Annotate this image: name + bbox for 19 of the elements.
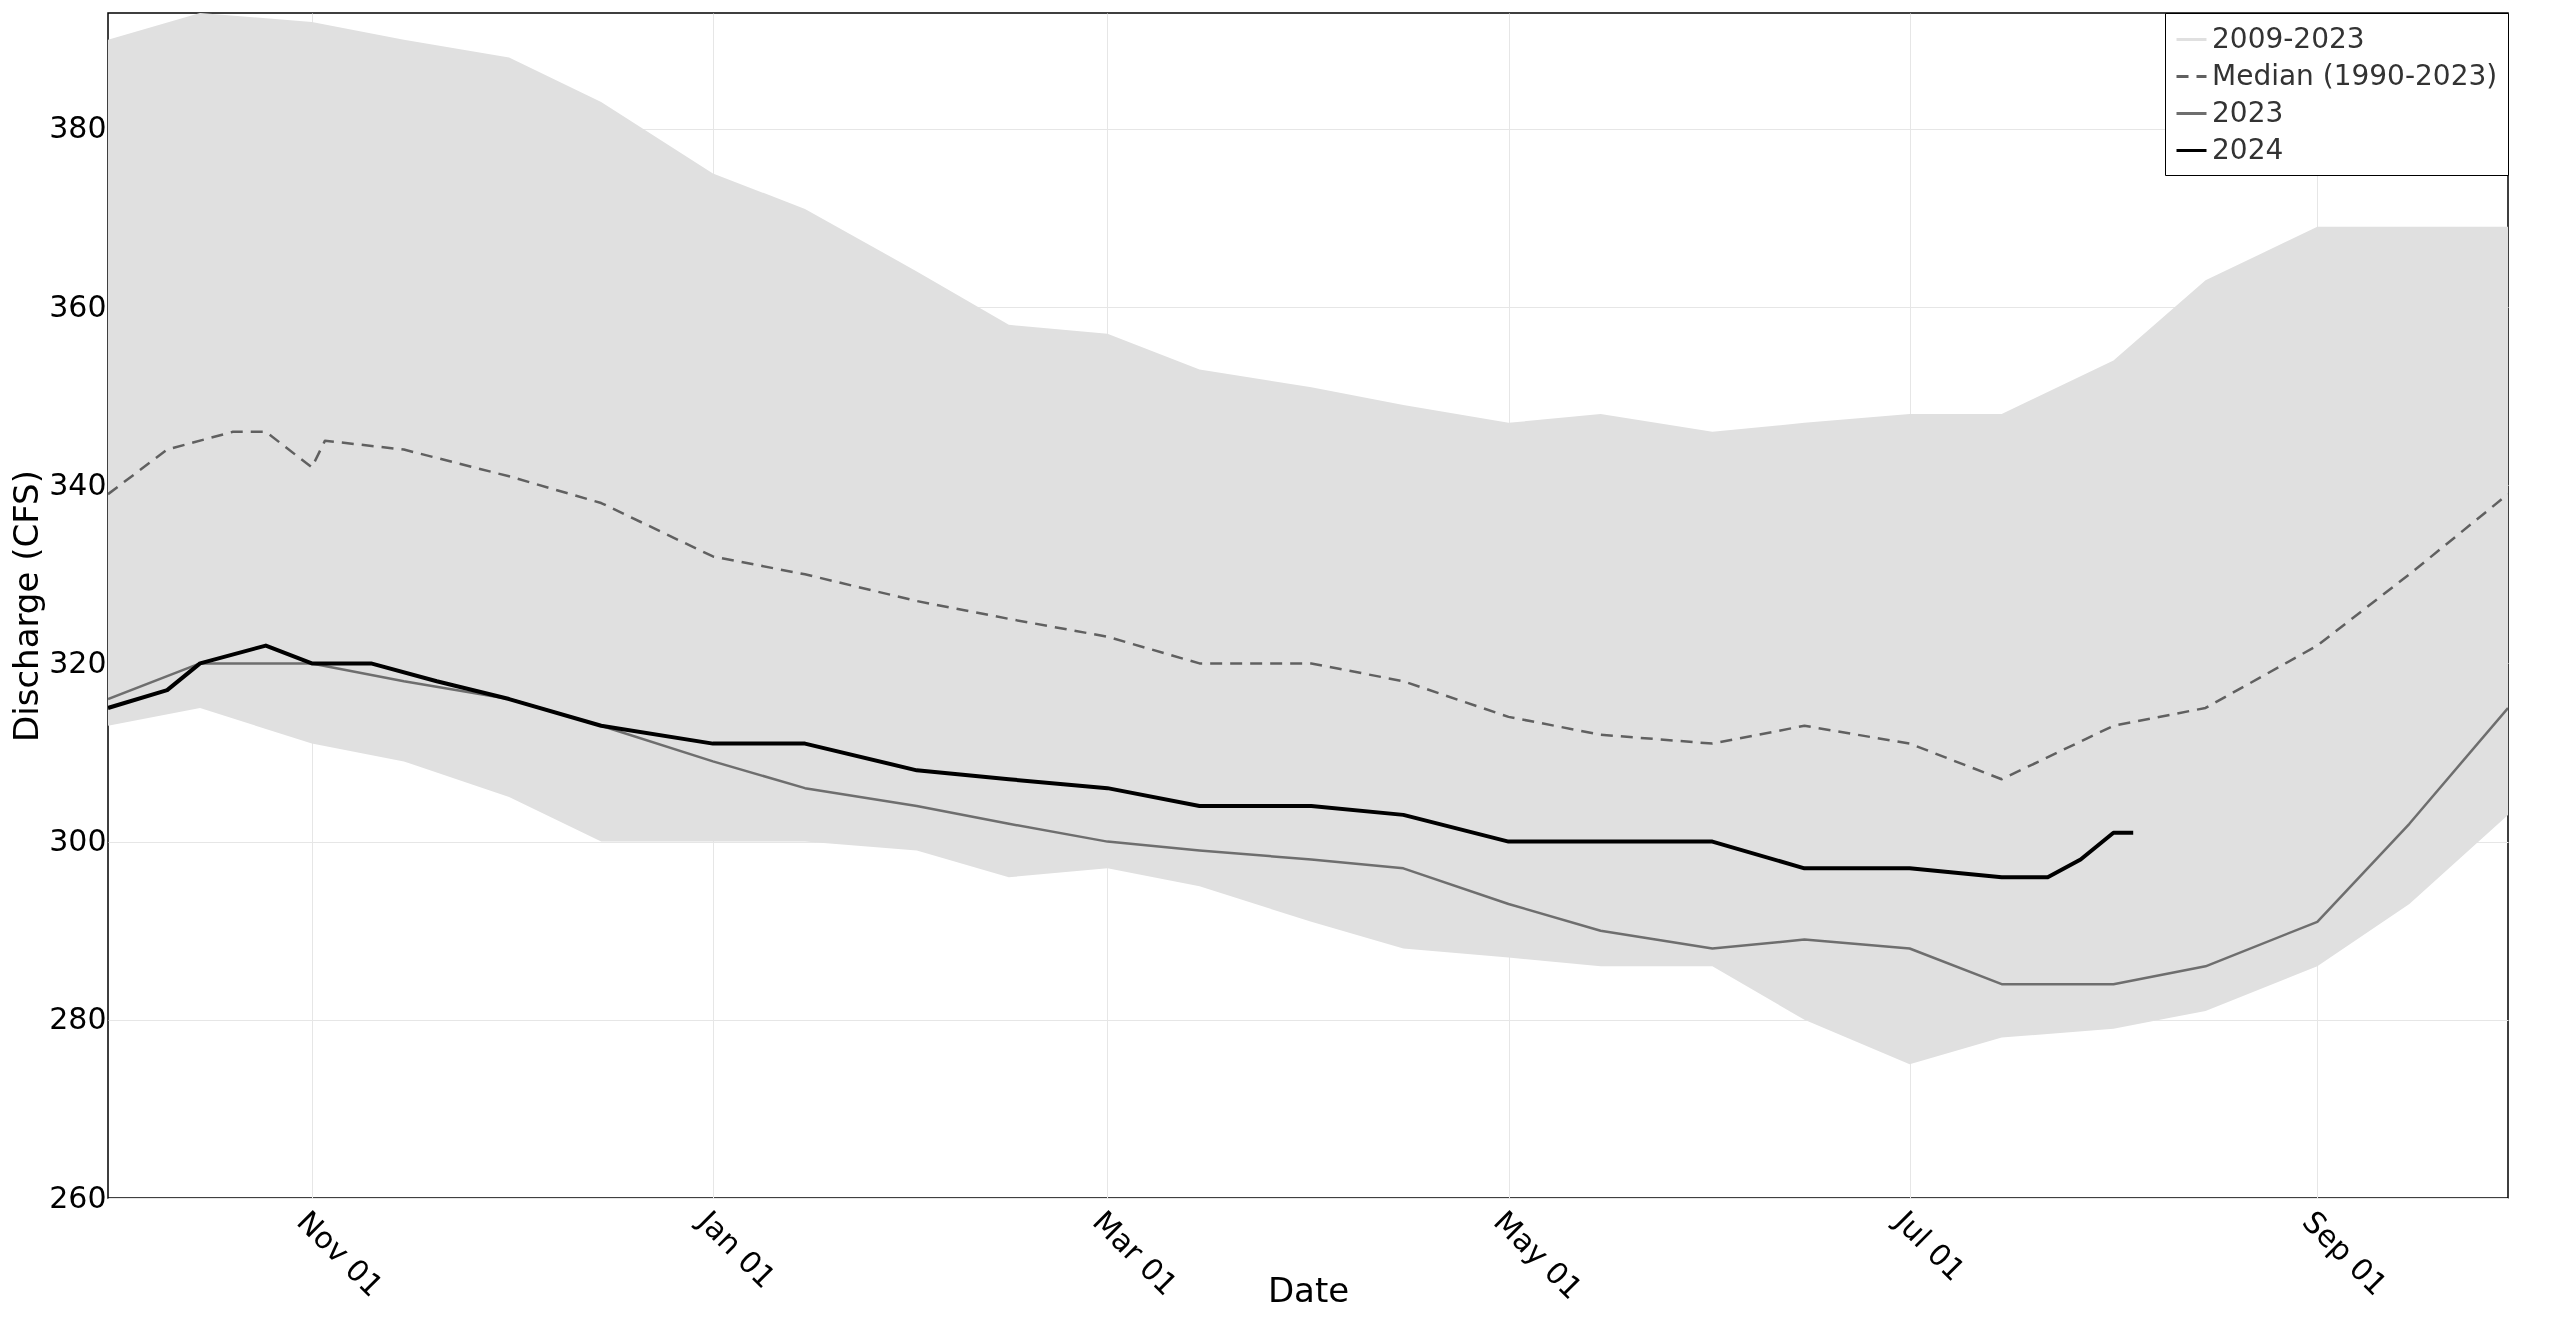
x-axis-title: Date	[1267, 1270, 1350, 1311]
line-series	[108, 662, 2508, 986]
x-tick-label: Sep 01	[2295, 1203, 2395, 1303]
y-tick-label: 380	[49, 110, 107, 146]
y-axis-title: Discharge (CFS)	[6, 470, 47, 742]
y-tick-label: 320	[49, 644, 107, 680]
x-tick-label: Nov 01	[290, 1203, 391, 1304]
y-tick-label: 300	[49, 823, 107, 859]
y-tick-label: 280	[49, 1001, 107, 1037]
legend-label: 2024	[2212, 132, 2284, 166]
y-tick-label: 340	[49, 466, 107, 502]
x-tick-label: Jan 01	[690, 1202, 783, 1295]
legend-label: 2023	[2212, 95, 2284, 129]
y-tick-label: 260	[49, 1179, 107, 1215]
legend-label: Median (1990-2023)	[2212, 58, 2498, 92]
y-tick-label: 360	[49, 288, 107, 324]
x-tick-label: Mar 01	[1086, 1203, 1185, 1303]
x-tick-label: Jul 01	[1886, 1202, 1973, 1288]
legend-label: 2009-2023	[2212, 21, 2365, 55]
